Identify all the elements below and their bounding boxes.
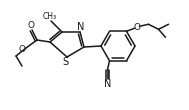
Text: O: O bbox=[28, 20, 35, 29]
Text: CH₃: CH₃ bbox=[43, 12, 57, 20]
Text: O: O bbox=[19, 45, 26, 53]
Text: N: N bbox=[104, 79, 111, 89]
Text: N: N bbox=[77, 22, 85, 32]
Text: O: O bbox=[133, 23, 140, 32]
Text: S: S bbox=[62, 57, 68, 67]
